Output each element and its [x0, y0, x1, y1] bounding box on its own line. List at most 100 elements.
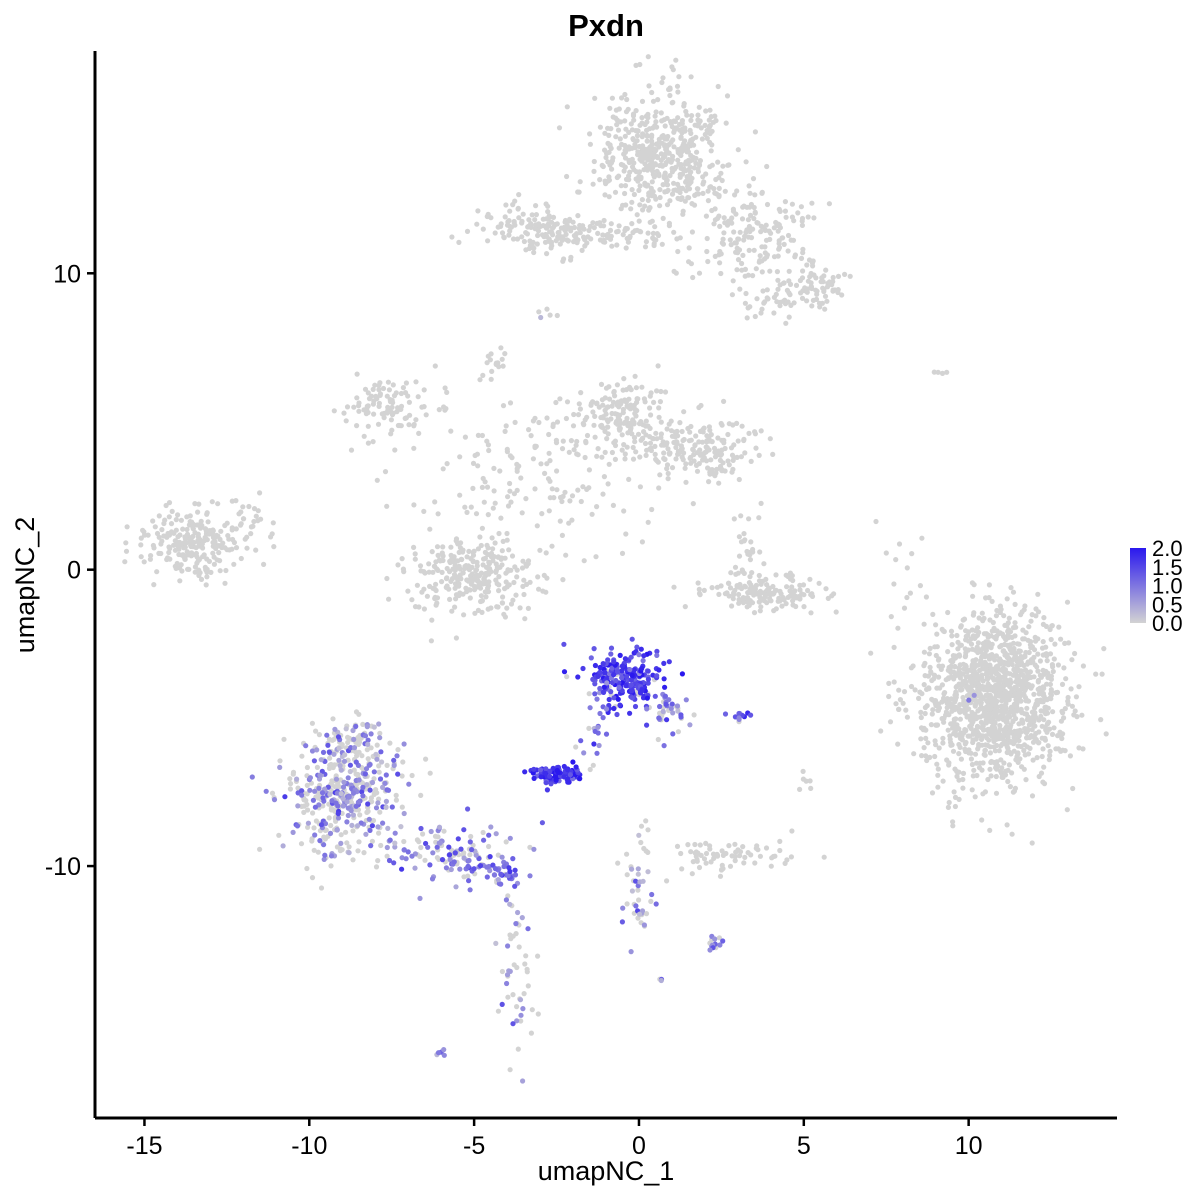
cell-point	[475, 208, 481, 214]
cell-point	[544, 306, 550, 312]
cell-point	[495, 852, 501, 858]
cell-point	[452, 604, 458, 610]
cell-point	[659, 79, 665, 86]
cell-point	[629, 221, 635, 227]
cell-point	[464, 509, 470, 515]
cell-point	[578, 390, 584, 396]
cell-point	[690, 154, 696, 160]
cell-point	[671, 129, 677, 135]
cell-point	[783, 214, 789, 220]
cell-point	[246, 503, 252, 510]
cell-point	[510, 202, 516, 208]
cell-point	[724, 590, 730, 596]
cell-point	[786, 278, 792, 284]
cell-point	[1026, 722, 1032, 728]
cell-point	[762, 227, 768, 233]
cell-point	[749, 570, 755, 576]
cell-point	[353, 803, 359, 809]
cell-point	[378, 842, 384, 849]
cell-point	[626, 129, 632, 135]
cell-point	[649, 158, 655, 164]
cell-point	[721, 437, 727, 443]
cell-point	[616, 426, 622, 432]
y-axis-title: umapNC_2	[10, 517, 40, 654]
cell-point	[331, 408, 337, 414]
cell-point	[641, 922, 648, 928]
cell-point	[992, 725, 998, 732]
cell-point	[597, 177, 603, 183]
cell-point	[983, 631, 990, 637]
cell-point	[944, 757, 950, 763]
cell-point	[1049, 662, 1055, 668]
cell-point	[809, 303, 815, 309]
cell-point	[965, 647, 972, 653]
cell-point	[983, 595, 989, 601]
cell-point	[411, 544, 417, 551]
cell-point	[639, 908, 646, 914]
cell-point	[935, 707, 941, 713]
cell-point	[655, 97, 661, 103]
cell-point	[643, 911, 650, 917]
cell-point	[400, 385, 406, 391]
cell-point	[392, 844, 398, 850]
cell-point	[618, 183, 624, 189]
cell-point	[365, 737, 371, 743]
cell-point	[994, 732, 1000, 738]
cell-point	[421, 586, 427, 592]
cell-point	[318, 757, 324, 763]
cell-point	[634, 408, 640, 414]
cell-point	[632, 439, 638, 445]
cell-point	[486, 832, 492, 838]
cell-point	[257, 846, 263, 852]
cell-point	[309, 748, 316, 754]
cell-point	[507, 835, 513, 841]
cell-point	[691, 142, 697, 148]
cell-point	[429, 876, 436, 882]
cell-point	[508, 499, 514, 505]
cell-point	[737, 849, 744, 855]
cell-point	[338, 832, 344, 838]
cell-point	[353, 723, 359, 730]
cell-point	[936, 745, 942, 751]
cell-point	[557, 494, 564, 501]
cell-point	[583, 438, 589, 444]
cell-point	[963, 633, 969, 640]
cell-point	[667, 198, 673, 204]
cell-point	[523, 563, 530, 569]
cell-point	[426, 561, 432, 567]
cell-point	[615, 860, 621, 866]
cell-point	[676, 74, 682, 80]
cell-point	[440, 544, 446, 550]
cell-point	[1002, 717, 1009, 723]
cell-point	[499, 548, 505, 554]
cell-point	[724, 93, 731, 99]
cell-point	[729, 853, 735, 859]
cell-point	[229, 525, 235, 531]
cell-point	[414, 582, 420, 588]
cell-point	[1035, 668, 1041, 674]
cell-point	[1049, 731, 1056, 738]
cell-point	[507, 868, 513, 875]
cell-point	[329, 737, 335, 743]
cell-point	[1039, 690, 1045, 696]
cell-point	[510, 1021, 516, 1027]
cell-point	[703, 850, 710, 857]
cell-point	[399, 866, 405, 872]
cell-point	[547, 214, 553, 220]
cell-point	[353, 709, 360, 715]
cell-point	[517, 605, 523, 611]
cell-point	[448, 866, 454, 873]
cell-point	[350, 812, 356, 818]
cell-point	[602, 178, 608, 184]
cell-point	[746, 430, 752, 436]
cell-point	[528, 433, 534, 439]
cell-point	[311, 847, 317, 853]
cell-point	[1032, 735, 1038, 741]
cell-point	[925, 740, 931, 746]
cell-point	[947, 733, 953, 739]
cell-point	[1022, 752, 1028, 758]
cell-point	[703, 213, 710, 219]
cell-point	[970, 719, 976, 725]
cell-point	[178, 562, 184, 568]
cell-point	[416, 430, 422, 436]
